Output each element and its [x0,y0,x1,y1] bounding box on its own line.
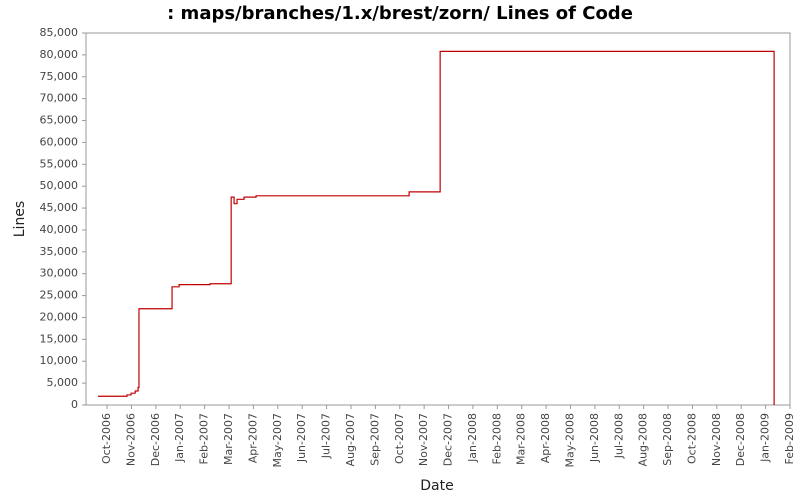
x-tick-label: Oct-2006 [100,413,113,464]
y-tick-label: 50,000 [40,179,79,192]
y-axis-title: Lines [12,201,28,237]
x-tick-label: Dec-2007 [442,413,455,466]
y-tick-label: 20,000 [40,310,79,323]
x-tick-label: May-2007 [271,413,284,468]
x-tick-label: Apr-2007 [246,413,259,463]
y-tick-label: 10,000 [40,354,79,367]
y-tick-label: 60,000 [40,135,79,148]
x-tick-label: Nov-2007 [417,413,430,466]
x-tick-label: Mar-2007 [222,413,235,465]
x-tick-label: Oct-2008 [685,413,698,464]
y-tick-label: 80,000 [40,48,79,61]
y-tick-label: 30,000 [40,267,79,280]
y-tick-label: 25,000 [40,289,79,302]
x-tick-label: Jan-2008 [466,413,479,463]
x-tick-label: Jun-2007 [295,413,308,463]
x-tick-label: Feb-2008 [490,413,503,464]
x-tick-label: Jan-2007 [173,413,186,463]
chart-title: : maps/branches/1.x/brest/zorn/ Lines of… [167,3,633,24]
x-tick-label: Apr-2008 [539,413,552,463]
x-tick-label: Mar-2008 [515,413,528,465]
data-line [98,50,775,405]
x-tick-label: Feb-2007 [198,413,211,464]
x-tick-label: May-2008 [563,413,576,468]
x-axis-title: Date [420,478,453,494]
plot-area [85,32,791,406]
x-tick-label: Sep-2008 [661,413,674,466]
y-tick-label: 55,000 [40,157,79,170]
y-tick-label: 15,000 [40,332,79,345]
x-tick-label: Dec-2006 [149,413,162,466]
x-tick-label: Jul-2008 [612,413,625,459]
y-tick-label: 85,000 [40,26,79,39]
y-tick-label: 0 [71,398,78,411]
x-tick-label: Jul-2007 [320,413,333,459]
x-tick-label: Sep-2007 [368,413,381,466]
x-tick-label: Aug-2007 [344,413,357,466]
y-tick-label: 35,000 [40,245,79,258]
x-tick-label: Jan-2009 [759,413,772,463]
x-tick-label: Nov-2006 [124,413,137,466]
y-tick-label: 45,000 [40,201,79,214]
x-tick-label: Dec-2008 [734,413,747,466]
y-tick-label: 40,000 [40,223,79,236]
y-tick-label: 65,000 [40,114,79,127]
y-tick-label: 70,000 [40,92,79,105]
y-tick-label: 75,000 [40,70,79,83]
x-tick-label: Feb-2009 [783,413,796,464]
x-tick-label: Aug-2008 [637,413,650,466]
x-tick-label: Jun-2008 [588,413,601,463]
x-tick-label: Nov-2008 [710,413,723,466]
x-tick-label: Oct-2007 [393,413,406,464]
y-tick-label: 5,000 [47,376,79,389]
